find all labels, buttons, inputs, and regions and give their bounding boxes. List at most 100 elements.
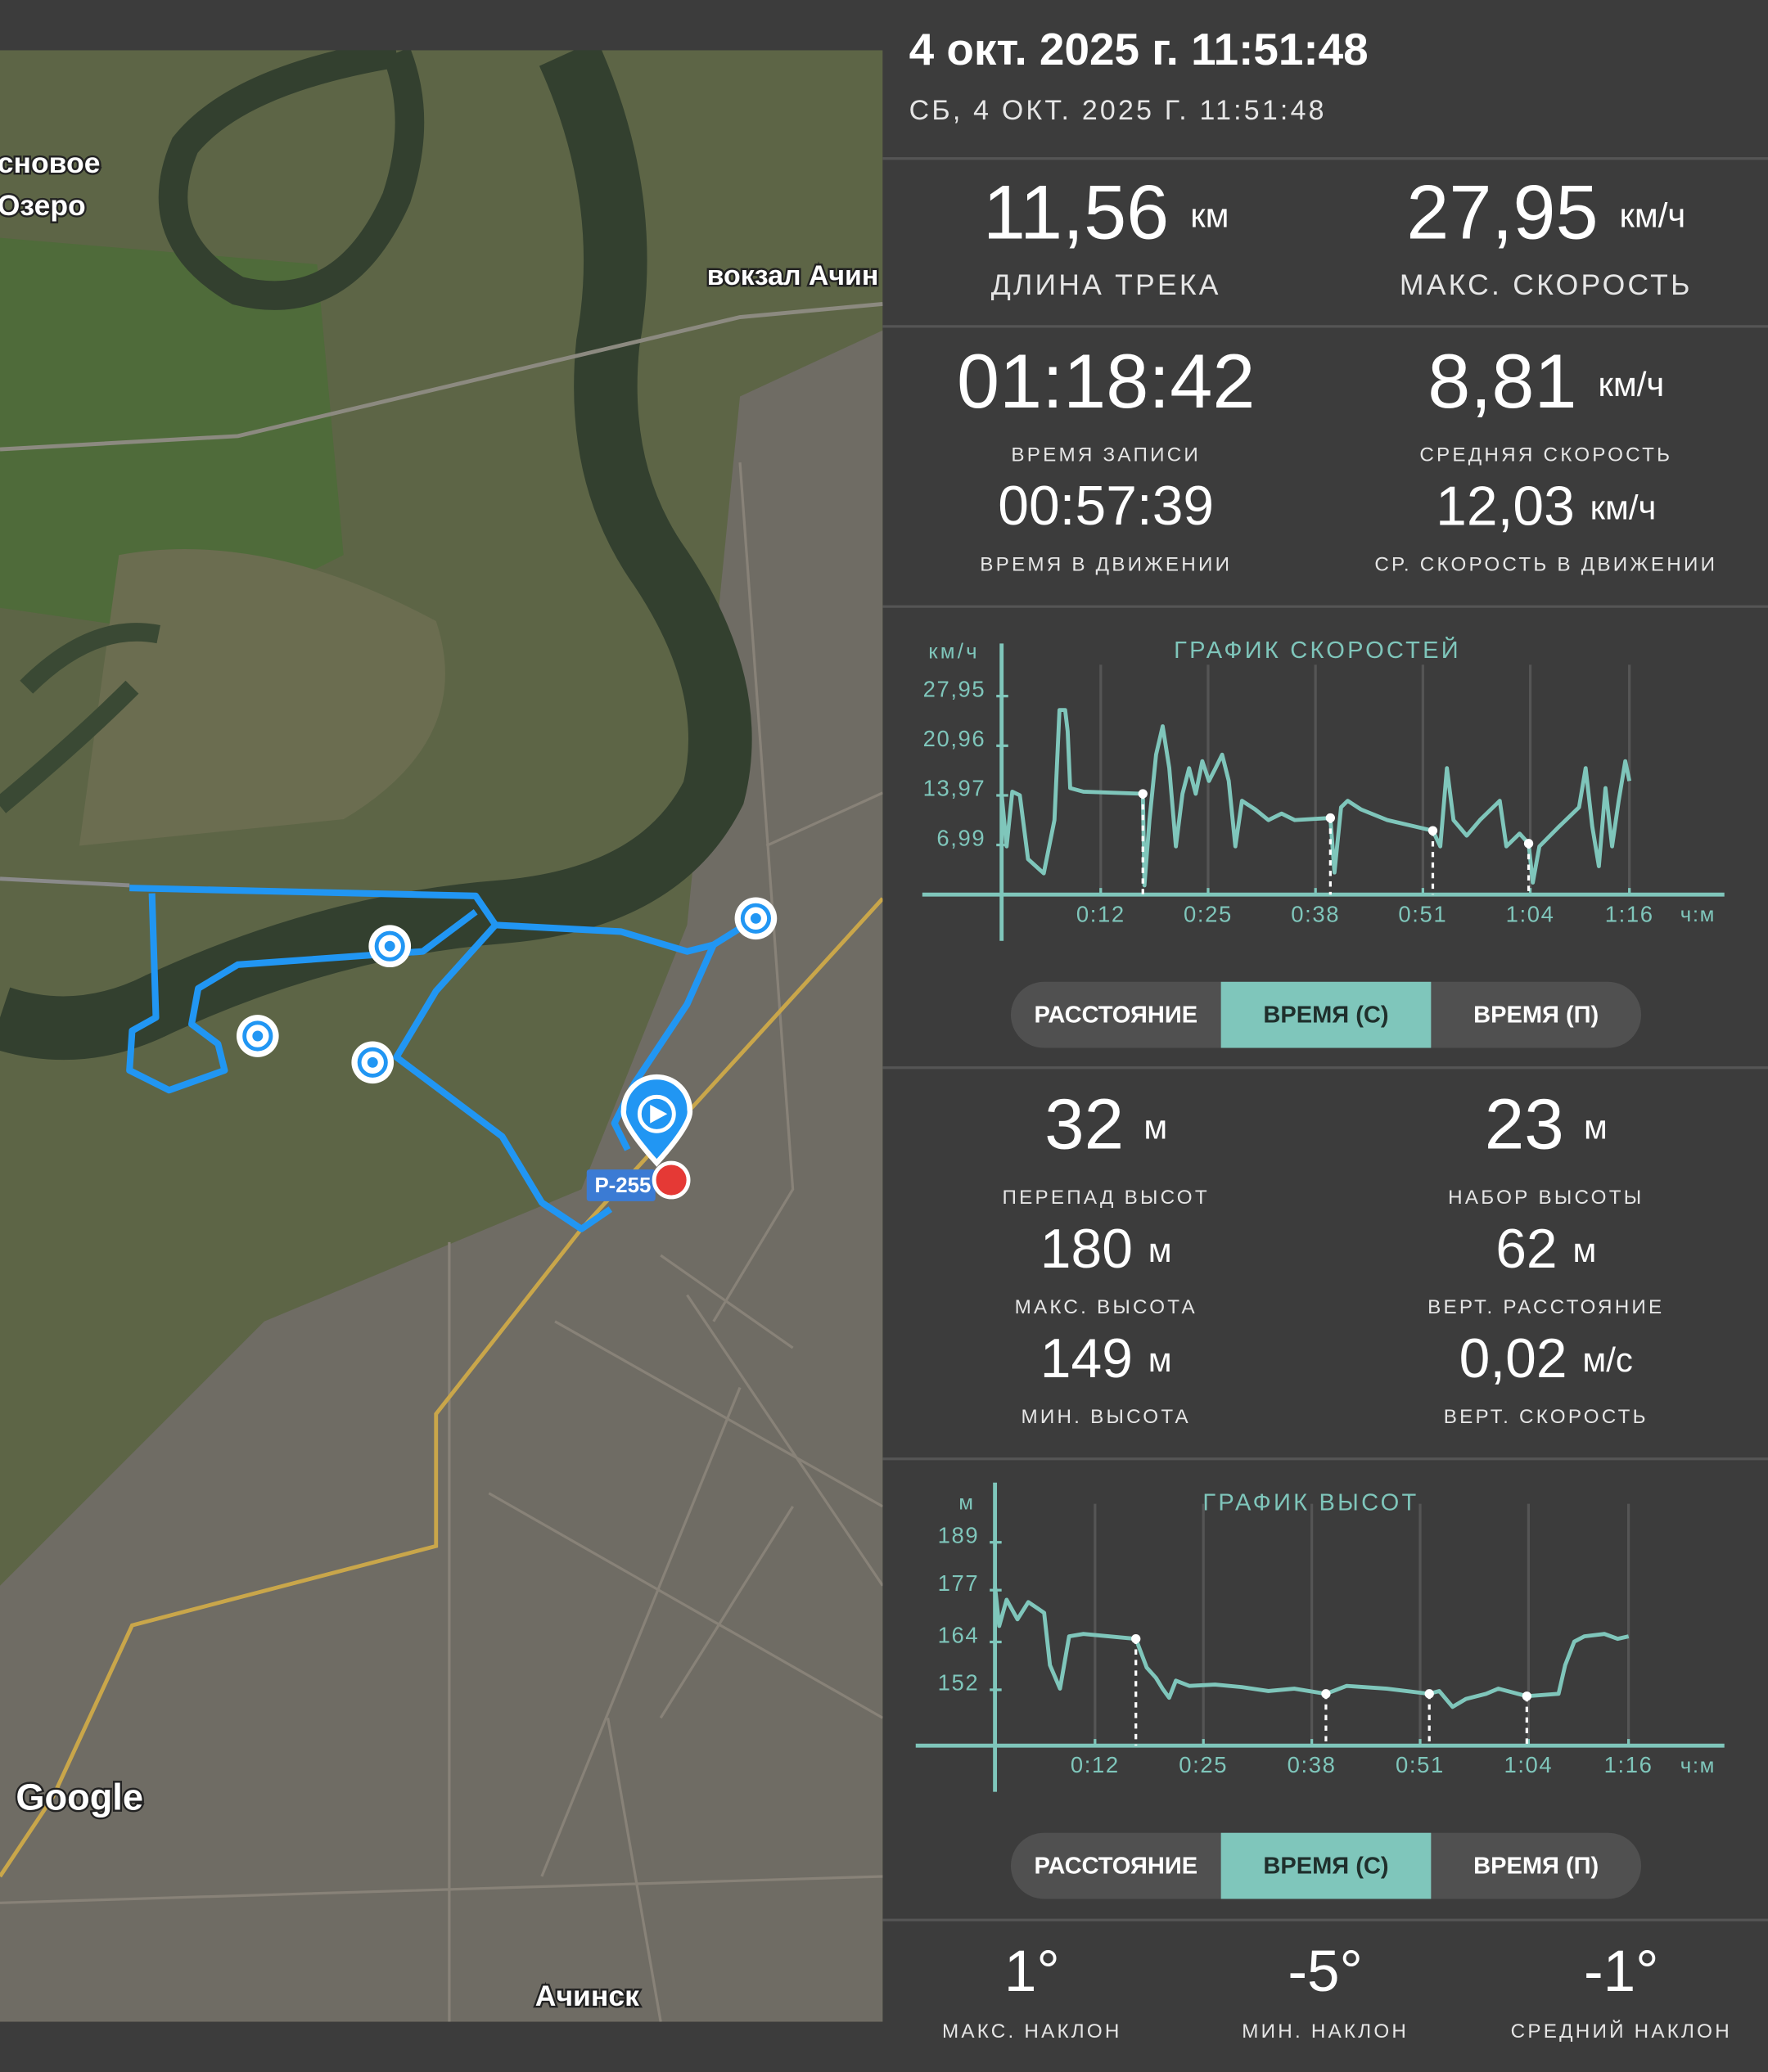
channel — [0, 623, 160, 813]
toggle-option[interactable]: ВРЕМЯ (С) — [1263, 1853, 1388, 1879]
toggle-selected — [1220, 981, 1432, 1048]
toggle-option[interactable]: ВРЕМЯ (С) — [1263, 1002, 1388, 1028]
stat-label: ПЕРЕПАД ВЫСОТ — [1003, 1187, 1210, 1209]
toggle-option[interactable]: ВРЕМЯ (П) — [1473, 1002, 1599, 1028]
oxbow — [158, 50, 425, 310]
road — [0, 876, 130, 888]
stat-value: 32 м — [1044, 1085, 1167, 1164]
track — [126, 885, 758, 1232]
x-tick-label: 0:51 — [1396, 1752, 1445, 1777]
stat-number: 149 — [1040, 1328, 1133, 1390]
field — [79, 549, 445, 846]
stat-value: 149 м — [1040, 1328, 1172, 1390]
y-tick-label: 164 — [938, 1622, 980, 1647]
end-point[interactable] — [652, 1160, 691, 1200]
map-label: Ачинск — [535, 1980, 639, 2012]
x-axis-label: ч:м — [1680, 1754, 1716, 1777]
stat-number: 32 — [1044, 1085, 1124, 1164]
stat-number: -5° — [1288, 1939, 1363, 2004]
stat-unit: м — [1148, 1340, 1172, 1379]
toggle-selected — [1220, 1832, 1432, 1899]
start-pin[interactable] — [620, 1074, 693, 1167]
waypoints — [236, 897, 778, 1084]
field — [0, 237, 344, 635]
streets — [0, 462, 883, 2022]
stat-value: 1° — [1004, 1939, 1060, 2004]
stat-label: СРЕДНИЙ НАКЛОН — [1511, 2020, 1732, 2043]
stat-number: 0,02 — [1459, 1328, 1567, 1390]
elevation-toggle: РАССТОЯНИЕ ВРЕМЯ (С) ВРЕМЯ (П) — [1010, 1832, 1642, 1899]
x-tick-label: 0:38 — [1291, 901, 1340, 926]
y-tick-label: 27,95 — [923, 676, 986, 701]
slopes: 1° МАКС. НАКЛОН -5° МИН. НАКЛОН -1° СРЕДНИЙ Н… — [942, 1939, 1732, 2043]
stat-label: ВРЕМЯ В ДВИЖЕНИИ — [980, 554, 1232, 576]
stat-value: -5° — [1288, 1939, 1363, 2004]
title: 4 окт. 2025 г. 11:51:48 — [909, 24, 1369, 74]
stat-number: -1° — [1584, 1939, 1659, 2004]
x-tick-label: 0:12 — [1071, 1752, 1120, 1777]
stat-label: НАБОР ВЫСОТЫ — [1448, 1187, 1644, 1209]
marker — [1138, 789, 1148, 799]
x-tick-label: 1:16 — [1604, 1752, 1653, 1777]
stat-label: МИН. НАКЛОН — [1242, 2020, 1409, 2043]
series-line — [993, 1586, 1630, 1709]
stat-value: 8,81 км/ч — [1427, 338, 1664, 424]
stat-label: ДЛИНА ТРЕКА — [991, 268, 1221, 301]
stat-unit: м/с — [1582, 1340, 1632, 1379]
waypoint[interactable] — [236, 1015, 279, 1057]
stat-value: 11,56 км — [983, 169, 1229, 254]
waypoint[interactable] — [734, 897, 778, 940]
stat-unit: м — [1572, 1231, 1596, 1269]
marker — [1427, 826, 1438, 836]
marker — [1325, 813, 1335, 823]
toggle-option[interactable]: РАССТОЯНИЕ — [1035, 1853, 1198, 1879]
elevation-chart: ГРАФИК ВЫСОТ м 0:12 0:25 0:38 0:51 1:04 1:16 ч:м… — [915, 1482, 1725, 1792]
stat-value: 62 м — [1495, 1218, 1596, 1280]
x-tick-label: 0:38 — [1288, 1752, 1337, 1777]
road-sign — [586, 1169, 656, 1201]
speed-chart: ГРАФИК СКОРОСТЕЙ км/ч 0:12 0:25 0:38 0:51 1:04… — [922, 636, 1725, 941]
map[interactable]: Р-255 сновое Озеро вокзал Ачин Ачинск Go… — [0, 50, 883, 2022]
start-icon — [650, 1104, 668, 1124]
toggle-option[interactable]: ВРЕМЯ (П) — [1473, 1853, 1599, 1879]
map-logo: Google — [16, 1776, 143, 1818]
stat-number: 1° — [1004, 1939, 1060, 2004]
stat-value: 27,95 км/ч — [1406, 169, 1685, 254]
stat-value: 180 м — [1040, 1218, 1172, 1280]
stat-value: -1° — [1584, 1939, 1659, 2004]
stat-number: 62 — [1495, 1218, 1557, 1280]
x-tick-label: 1:16 — [1605, 901, 1654, 926]
stat-number: 180 — [1040, 1218, 1133, 1280]
chart-title: ГРАФИК СКОРОСТЕЙ — [1174, 636, 1461, 664]
series-line — [999, 708, 1632, 888]
x-tick-label: 0:25 — [1184, 901, 1233, 926]
stat-label: ВРЕМЯ ЗАПИСИ — [1011, 444, 1201, 466]
map-label: сновое — [0, 146, 100, 179]
subtitle: СБ, 4 ОКТ. 2025 Г. 11:51:48 — [909, 95, 1327, 126]
x-tick-label: 0:12 — [1076, 901, 1125, 926]
marker — [1131, 1633, 1141, 1644]
marker — [1522, 1691, 1532, 1701]
y-tick-label: 152 — [938, 1670, 980, 1696]
x-tick-label: 1:04 — [1504, 1752, 1553, 1777]
toggle-option[interactable]: РАССТОЯНИЕ — [1035, 1002, 1198, 1028]
waypoint[interactable] — [351, 1041, 395, 1084]
map-label: Озеро — [0, 189, 86, 222]
y-tick-label: 177 — [938, 1570, 980, 1596]
stat-value: 00:57:39 — [998, 475, 1214, 537]
city-area — [0, 330, 883, 2022]
stat-unit: м — [1584, 1108, 1608, 1146]
stat-label: МИН. ВЫСОТА — [1021, 1406, 1190, 1428]
y-axis-label: км/ч — [928, 641, 980, 664]
waypoint[interactable] — [368, 925, 412, 968]
chart-title: ГРАФИК ВЫСОТ — [1202, 1489, 1418, 1516]
road-sign-text: Р-255 — [594, 1174, 651, 1197]
x-tick-label: 0:51 — [1398, 901, 1447, 926]
x-tick-label: 1:04 — [1506, 901, 1555, 926]
stat-label: МАКС. НАКЛОН — [942, 2020, 1122, 2043]
y-tick-label: 189 — [938, 1522, 980, 1547]
stat-value: 12,03 км/ч — [1436, 475, 1656, 537]
map-label: вокзал Ачин — [707, 260, 879, 291]
stat-unit: м — [1148, 1231, 1172, 1269]
